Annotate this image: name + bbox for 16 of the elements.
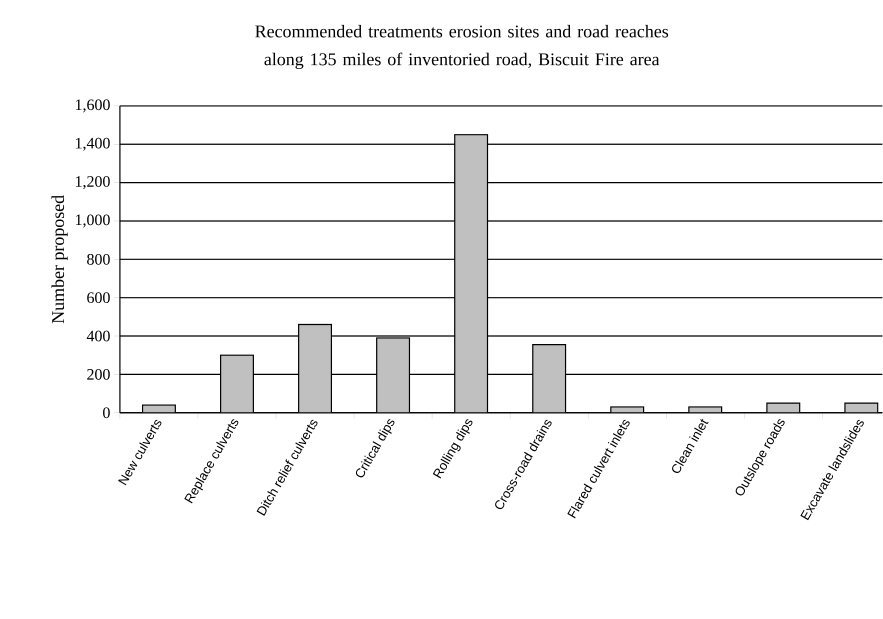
y-tick-label: 1,200 bbox=[76, 176, 110, 190]
bar bbox=[298, 324, 332, 413]
y-tick-label: 1,000 bbox=[76, 214, 110, 228]
bar bbox=[220, 354, 254, 413]
bar bbox=[532, 344, 566, 413]
y-tick-label: 1,600 bbox=[76, 100, 110, 113]
bar bbox=[376, 338, 410, 413]
chart-title: Recommended treatments erosion sites and road reaches along 135 miles of inventoried road, Biscuit Fire area bbox=[255, 25, 668, 70]
bar bbox=[454, 134, 488, 413]
y-tick-label: 800 bbox=[87, 254, 110, 265]
y-tick-label: 1,400 bbox=[76, 138, 110, 151]
y-tick-label: 0 bbox=[103, 408, 110, 418]
y-tick-label: 200 bbox=[87, 369, 110, 380]
y-axis-title: Number proposed bbox=[51, 195, 68, 324]
y-tick-label: 600 bbox=[87, 292, 110, 304]
y-tick-label: 400 bbox=[86, 330, 110, 342]
